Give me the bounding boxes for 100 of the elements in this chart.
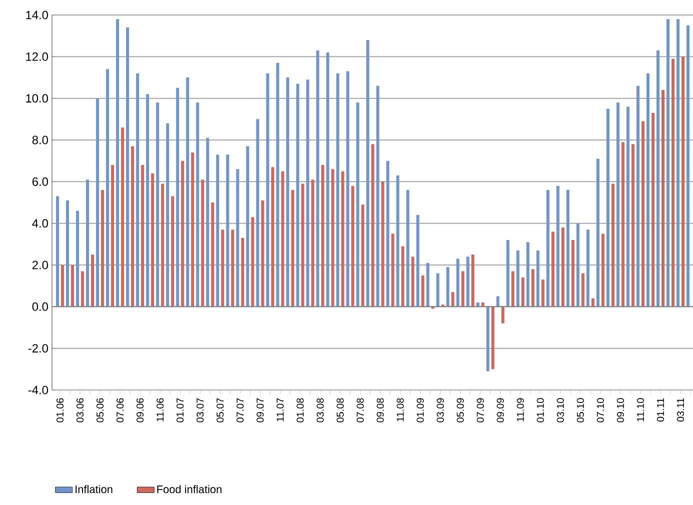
bar — [676, 19, 680, 307]
x-tick-label: 07.07 — [236, 398, 244, 422]
bar — [591, 298, 594, 307]
x-tick-label: 07.08 — [356, 398, 364, 422]
bar — [656, 50, 660, 307]
bar — [91, 254, 94, 307]
bar — [251, 217, 254, 307]
x-tick-label: 09.08 — [376, 398, 384, 422]
x-tick-label: 03.06 — [76, 398, 84, 422]
bar — [196, 102, 200, 307]
x-tick-label: 09.10 — [616, 398, 624, 422]
bar — [246, 146, 250, 307]
bar — [586, 230, 590, 307]
bar — [216, 154, 220, 307]
bar — [626, 106, 630, 307]
bar — [336, 73, 340, 307]
bar — [116, 19, 120, 307]
bar — [96, 98, 100, 307]
x-tick-label: 01.08 — [296, 398, 304, 422]
bar — [471, 254, 474, 307]
x-tick-label: 11.06 — [156, 398, 164, 422]
x-tick-label: 01.07 — [176, 398, 184, 422]
bar — [371, 144, 374, 307]
bar — [331, 169, 334, 307]
x-tick-label: 03.10 — [556, 398, 564, 422]
bar — [61, 265, 64, 307]
bar — [436, 273, 440, 307]
bar — [576, 223, 580, 307]
y-tick-label: -2.0 — [28, 344, 48, 353]
bar — [611, 184, 614, 307]
y-tick-label: 4.0 — [32, 219, 48, 228]
bar — [561, 228, 564, 307]
bar — [491, 306, 494, 370]
bar — [321, 164, 324, 307]
bar — [176, 88, 180, 307]
x-tick-label: 01.11 — [656, 398, 664, 422]
bar — [221, 230, 224, 307]
legend-label: Inflation — [76, 485, 112, 494]
y-tick-label: 14.0 — [26, 10, 48, 20]
x-tick-label: 09.07 — [256, 398, 264, 422]
bar — [446, 267, 450, 307]
bar — [646, 73, 650, 307]
bar — [381, 182, 384, 307]
bar — [376, 86, 380, 307]
bar — [211, 202, 214, 307]
bar — [406, 190, 410, 307]
bar — [511, 271, 514, 307]
bar — [101, 190, 104, 307]
bar — [346, 71, 350, 307]
bar — [121, 127, 124, 307]
x-tick-label: 11.10 — [636, 398, 644, 422]
bar — [286, 77, 290, 307]
y-tick-label: 0.0 — [32, 302, 48, 311]
bar — [361, 204, 364, 307]
bar — [391, 234, 394, 307]
bar — [616, 102, 620, 307]
bar — [56, 196, 60, 307]
x-tick-label: 11.08 — [396, 398, 404, 422]
bar — [206, 138, 210, 307]
bar — [571, 240, 574, 307]
bar — [541, 280, 544, 307]
bar — [171, 196, 174, 307]
bar — [671, 58, 674, 307]
y-tick-label: 6.0 — [32, 177, 48, 186]
bar — [326, 52, 330, 307]
bar — [126, 27, 130, 307]
bar — [601, 234, 604, 307]
bar — [261, 200, 264, 307]
x-tick-label: 05.06 — [96, 398, 104, 422]
bar — [351, 186, 354, 307]
bar — [606, 108, 610, 307]
bar — [256, 119, 260, 307]
bar — [506, 240, 510, 307]
bar — [546, 190, 550, 307]
bar — [201, 180, 204, 307]
x-tick-label: 09.09 — [496, 398, 504, 422]
bar — [226, 154, 230, 307]
x-tick-label: 11.09 — [516, 398, 524, 422]
x-tick-label: 05.10 — [576, 398, 584, 422]
bar — [86, 180, 90, 307]
bar — [266, 73, 270, 307]
y-tick-label: -4.0 — [28, 386, 48, 394]
bar — [271, 167, 274, 307]
bar — [276, 62, 280, 307]
bar — [526, 242, 530, 307]
bar — [291, 190, 294, 307]
bar — [386, 160, 390, 307]
x-tick-label: 01.10 — [536, 398, 544, 422]
bar — [641, 121, 644, 307]
bar — [301, 184, 304, 307]
bar — [651, 112, 654, 307]
bar — [581, 273, 584, 307]
bar — [341, 171, 344, 307]
x-tick-label: 01.09 — [416, 398, 424, 422]
bar — [451, 292, 454, 307]
y-tick-label: 12.0 — [26, 52, 48, 61]
x-tick-label: 03.11 — [676, 398, 684, 422]
bar — [416, 215, 420, 307]
y-tick-label: 10.0 — [26, 94, 48, 103]
bar — [106, 69, 110, 307]
